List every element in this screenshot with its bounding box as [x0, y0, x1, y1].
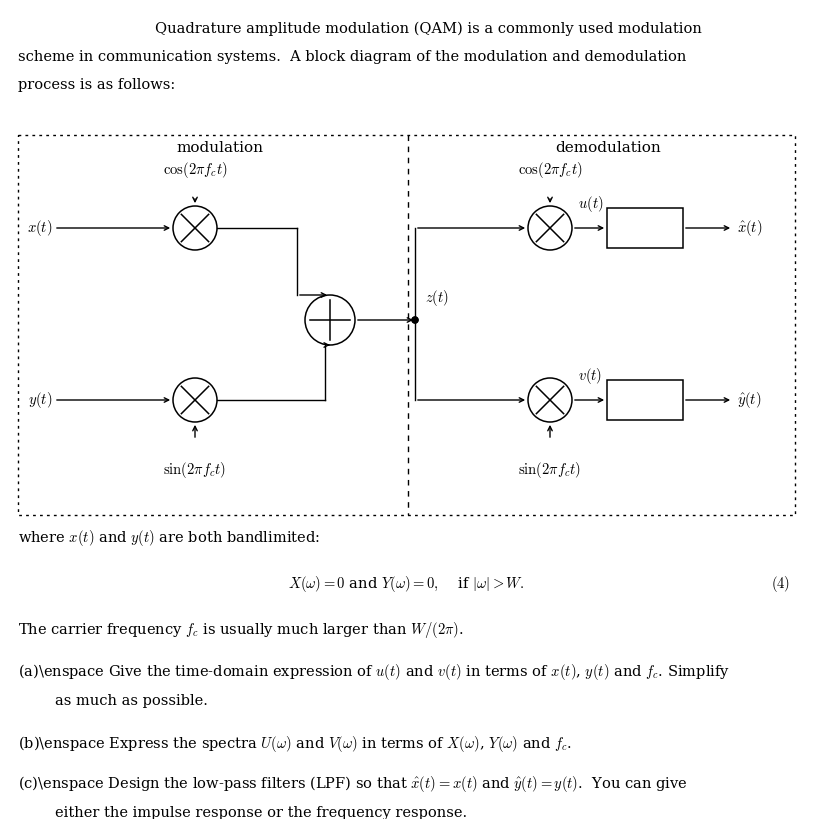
- Text: $v(t)$: $v(t)$: [578, 366, 602, 386]
- Text: process is as follows:: process is as follows:: [18, 78, 176, 92]
- Text: as much as possible.: as much as possible.: [55, 694, 208, 708]
- Bar: [18, 135, 795, 515]
- Text: modulation: modulation: [176, 141, 263, 155]
- Text: $\sin(2\pi f_c t)$: $\sin(2\pi f_c t)$: [163, 460, 227, 480]
- Circle shape: [412, 317, 418, 323]
- Text: $X(\omega) = 0$ and $Y(\omega) = 0, \quad$ if $|\omega| > W.$: $X(\omega) = 0$ and $Y(\omega) = 0, \qua…: [288, 574, 524, 594]
- Text: $u(t)$: $u(t)$: [578, 194, 603, 214]
- Text: LPF: LPF: [629, 393, 660, 407]
- Text: $\cos(2\pi f_c t)$: $\cos(2\pi f_c t)$: [518, 160, 582, 180]
- Text: $x(t)$: $x(t)$: [27, 218, 52, 238]
- Text: either the impulse response or the frequency response.: either the impulse response or the frequ…: [55, 806, 467, 819]
- Bar: [607, 208, 683, 248]
- Text: $\hat{y}(t)$: $\hat{y}(t)$: [737, 390, 761, 410]
- Text: demodulation: demodulation: [555, 141, 661, 155]
- Text: (c)\enspace Design the low-pass filters (LPF) so that $\hat{x}(t) = x(t)$ and $\: (c)\enspace Design the low-pass filters …: [18, 774, 687, 794]
- Text: $(4)$: $(4)$: [771, 574, 790, 594]
- Text: (b)\enspace Express the spectra $U(\omega)$ and $V(\omega)$ in terms of $X(\omeg: (b)\enspace Express the spectra $U(\omeg…: [18, 734, 572, 754]
- Circle shape: [173, 378, 217, 422]
- Text: LPF: LPF: [629, 221, 660, 235]
- Text: Quadrature amplitude modulation (QAM) is a commonly used modulation: Quadrature amplitude modulation (QAM) is…: [155, 22, 702, 36]
- Circle shape: [305, 295, 355, 345]
- Circle shape: [528, 206, 572, 250]
- Text: (a)\enspace Give the time-domain expression of $u(t)$ and $v(t)$ in terms of $x(: (a)\enspace Give the time-domain express…: [18, 662, 730, 682]
- Text: $y(t)$: $y(t)$: [28, 390, 52, 410]
- Circle shape: [528, 378, 572, 422]
- Text: where $x(t)$ and $y(t)$ are both bandlimited:: where $x(t)$ and $y(t)$ are both bandlim…: [18, 528, 320, 548]
- Circle shape: [412, 317, 418, 323]
- Bar: [607, 380, 683, 420]
- Text: The carrier frequency $f_c$ is usually much larger than $W/(2\pi)$.: The carrier frequency $f_c$ is usually m…: [18, 620, 463, 640]
- Text: scheme in communication systems.  A block diagram of the modulation and demodula: scheme in communication systems. A block…: [18, 50, 686, 64]
- Text: $z(t)$: $z(t)$: [425, 288, 449, 308]
- Text: $\cos(2\pi f_c t)$: $\cos(2\pi f_c t)$: [163, 160, 228, 180]
- Circle shape: [173, 206, 217, 250]
- Text: $\sin(2\pi f_c t)$: $\sin(2\pi f_c t)$: [519, 460, 581, 480]
- Text: $\hat{x}(t)$: $\hat{x}(t)$: [737, 218, 763, 238]
